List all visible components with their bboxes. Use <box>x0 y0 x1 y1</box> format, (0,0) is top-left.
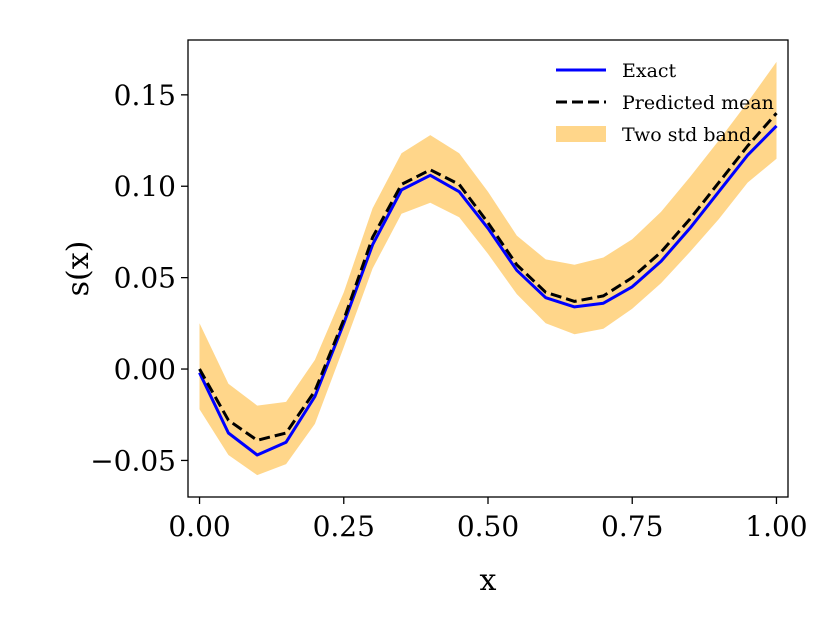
x-axis-label: x <box>480 563 497 598</box>
line-layer <box>198 112 778 457</box>
x-tick-label: 0.75 <box>601 510 663 543</box>
predicted-mean-line <box>198 112 778 442</box>
x-axis: 0.00 0.25 0.50 0.75 1.00 <box>168 497 808 543</box>
legend-label: Predicted mean <box>622 92 774 114</box>
legend-band-swatch <box>556 126 606 142</box>
two-std-band <box>199 61 777 476</box>
y-axis-label: s(x) <box>61 241 96 297</box>
band-layer <box>199 61 777 476</box>
y-tick-label: 0.15 <box>114 79 176 112</box>
x-tick-label: 0.50 <box>457 510 519 543</box>
y-tick-label: 0.05 <box>114 262 176 295</box>
x-tick-label: 0.00 <box>168 510 230 543</box>
x-tick-label: 1.00 <box>745 510 807 543</box>
legend: Exact Predicted mean Two std band <box>556 60 774 146</box>
exact-line <box>198 124 778 457</box>
y-tick-label: 0.00 <box>114 353 176 386</box>
legend-label: Exact <box>622 60 677 82</box>
y-tick-label: −0.05 <box>90 444 176 477</box>
legend-label: Two std band <box>622 124 751 146</box>
y-axis: −0.05 0.00 0.05 0.10 0.15 <box>90 79 188 477</box>
y-tick-label: 0.10 <box>114 170 176 203</box>
x-tick-label: 0.25 <box>313 510 375 543</box>
